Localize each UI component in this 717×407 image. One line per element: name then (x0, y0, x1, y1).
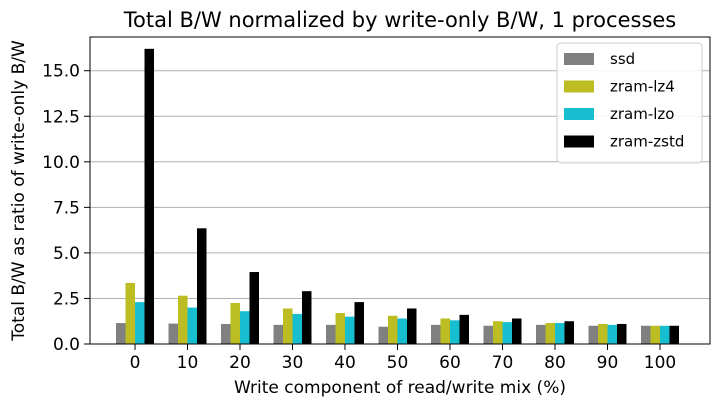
bar-zram-lz4-50 (388, 315, 398, 344)
bars (116, 48, 679, 344)
x-axis-label: Write component of read/write mix (%) (234, 378, 566, 398)
bar-zram-lz4-20 (230, 303, 240, 344)
bar-zram-zstd-60 (459, 314, 469, 344)
bar-zram-lz4-60 (440, 318, 450, 344)
bar-zram-lz4-40 (335, 313, 345, 344)
y-tick-label: 10.0 (42, 153, 80, 173)
bar-ssd-40 (326, 324, 336, 344)
y-axis-label: Total B/W as ratio of write-only B/W (9, 40, 29, 342)
y-tick-label: 15.0 (42, 62, 80, 82)
bar-ssd-90 (588, 325, 598, 344)
bar-ssd-80 (536, 324, 546, 344)
legend-swatch-ssd (564, 53, 594, 65)
legend-label-zram-lz4: zram-lz4 (610, 78, 675, 96)
x-tick-label: 70 (492, 353, 514, 373)
bar-zram-lz4-0 (125, 282, 135, 344)
bar-zram-zstd-30 (302, 291, 312, 344)
bar-zram-lz4-30 (283, 308, 293, 344)
bar-ssd-50 (378, 326, 388, 344)
y-tick-label: 2.5 (53, 289, 80, 309)
bar-zram-lz4-80 (545, 323, 555, 344)
bar-zram-zstd-20 (249, 272, 259, 344)
bar-zram-zstd-90 (617, 323, 627, 344)
bar-zram-lzo-40 (345, 316, 355, 344)
bar-ssd-60 (431, 324, 441, 344)
x-tick-label: 40 (334, 353, 356, 373)
bar-zram-zstd-100 (669, 325, 679, 344)
bar-zram-lzo-30 (292, 313, 302, 344)
x-tick-label: 50 (387, 353, 409, 373)
x-tick-label: 20 (229, 353, 251, 373)
bar-zram-lzo-80 (555, 323, 565, 344)
legend: ssd zram-lz4 zram-lzo zram-zstd (556, 42, 703, 164)
legend-swatch-zram-lzo (564, 108, 594, 120)
bar-zram-zstd-10 (197, 228, 207, 344)
bar-zram-lzo-0 (135, 302, 145, 344)
legend-label-zram-zstd: zram-zstd (610, 133, 684, 151)
legend-label-zram-lzo: zram-lzo (610, 105, 674, 123)
bar-zram-lz4-10 (178, 295, 188, 344)
x-tick-label: 80 (544, 353, 566, 373)
x-tick-label: 10 (177, 353, 199, 373)
y-tick-label: 12.5 (42, 107, 80, 127)
bar-zram-lz4-90 (598, 323, 608, 344)
y-tick-label: 0.0 (53, 335, 80, 355)
bar-ssd-70 (483, 325, 493, 344)
x-tick-label: 100 (644, 353, 676, 373)
bar-zram-zstd-50 (407, 308, 417, 344)
y-tick-label: 5.0 (53, 244, 80, 264)
bar-ssd-10 (168, 323, 178, 344)
grid-lines (90, 70, 710, 345)
bar-zram-lzo-60 (450, 320, 460, 344)
x-tick-label: 30 (282, 353, 304, 373)
tick-labels: 0.0 2.5 5.0 7.5 10.0 12.5 15.0 0 10 20 30 40 50 60 70 8… (42, 62, 676, 373)
bar-zram-lzo-50 (397, 318, 407, 344)
bar-zram-lzo-90 (607, 324, 617, 344)
bar-zram-lzo-20 (240, 311, 250, 344)
x-tick-label: 0 (130, 353, 141, 373)
chart-title: Total B/W normalized by write-only B/W, … (123, 8, 677, 32)
bar-ssd-30 (273, 324, 283, 344)
bar-ssd-20 (221, 323, 231, 344)
legend-swatch-zram-lz4 (564, 80, 594, 93)
bar-zram-lzo-70 (502, 322, 512, 344)
bar-zram-zstd-40 (354, 302, 364, 344)
legend-label-ssd: ssd (610, 50, 635, 68)
x-tick-label: 90 (597, 353, 619, 373)
axes (89, 36, 711, 345)
bar-zram-lzo-10 (187, 307, 197, 344)
bar-zram-zstd-0 (144, 48, 154, 344)
bar-zram-zstd-70 (512, 318, 522, 344)
legend-swatch-zram-zstd (564, 135, 594, 148)
bar-ssd-100 (641, 325, 651, 344)
bar-zram-lz4-70 (493, 321, 503, 344)
y-tick-label: 7.5 (53, 198, 80, 218)
bar-zram-lz4-100 (650, 325, 660, 344)
bar-zram-zstd-80 (564, 321, 574, 344)
plot-frame (89, 36, 711, 345)
bar-ssd-0 (116, 323, 126, 344)
bar-zram-lzo-100 (660, 325, 670, 344)
legend-box (556, 42, 703, 164)
x-tick-label: 60 (439, 353, 461, 373)
